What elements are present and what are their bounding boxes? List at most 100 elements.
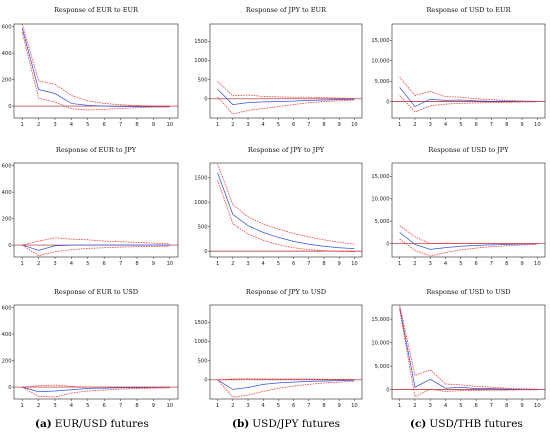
panel-9-xtick-label-7: 8 — [505, 403, 508, 409]
panel-8-xtick-label-8: 9 — [338, 403, 341, 409]
panel-3-xtick-label-2: 3 — [429, 122, 432, 128]
panel-5-ytick-label-3: 1500 — [194, 175, 207, 181]
panel-9-xtick-label-8: 9 — [520, 403, 523, 409]
panel-6-xtick-label-2: 3 — [429, 261, 432, 267]
panel-7-ytick-label-2: 400 — [2, 332, 12, 338]
panel-8-title: Response of JPY to USD — [246, 288, 326, 296]
panel-7-xtick-label-5: 6 — [103, 403, 106, 409]
panel-3-xtick-label-5: 6 — [474, 122, 477, 128]
panel-1-xtick-label-1: 2 — [37, 122, 40, 128]
panel-8-xtick-label-0: 1 — [216, 403, 219, 409]
panel-5-title: Response of JPY to JPY — [248, 146, 325, 154]
panel-4-ytick-label-1: 200 — [2, 216, 12, 222]
caption-c-letter: (c) — [410, 418, 426, 430]
panel-2-ytick-label-0: 0 — [204, 97, 207, 103]
panel-8-upper-band — [217, 378, 355, 381]
panel-3-xtick-label-9: 10 — [534, 122, 541, 128]
caption-a-text: EUR/USD futures — [55, 418, 149, 430]
panel-6-xtick-label-7: 8 — [505, 261, 508, 267]
panel-1-lower-band — [21, 31, 170, 111]
panel-1-xtick-label-8: 9 — [152, 122, 155, 128]
panel-5-ytick-label-1: 500 — [198, 224, 208, 230]
panel-3-lower-band — [399, 95, 538, 113]
panel-5-ytick-label-2: 1000 — [194, 200, 207, 206]
panel-1-xtick-label-4: 5 — [86, 122, 89, 128]
panel-6-xtick-label-4: 5 — [459, 261, 462, 267]
panel-7-upper-band — [22, 384, 170, 388]
panel-2-xtick-label-4: 5 — [277, 122, 280, 128]
panel-5-irf-line — [217, 172, 355, 250]
panel-2-xtick-label-2: 3 — [246, 122, 249, 128]
caption-a: (a) EUR/USD futures — [35, 418, 149, 430]
panel-3-xtick-label-7: 8 — [505, 122, 508, 128]
panel-7-irf-line — [22, 386, 170, 393]
panel-5-xtick-label-1: 2 — [231, 261, 234, 267]
panel-2: Response of JPY to EUR 0 500 1000 1500 1 2 3 4 5 6… — [194, 6, 363, 128]
panel-5-xtick-label-7: 8 — [322, 261, 325, 267]
panel-4-lower-band — [21, 244, 170, 257]
panel-6-frame — [391, 162, 546, 258]
panel-6-ytick-label-1: 5,000 — [375, 219, 390, 225]
panel-7-ytick-label-1: 200 — [2, 358, 12, 364]
panel-4-title: Response of EUR to JPY — [56, 146, 137, 154]
caption-c-text: USD/THB futures — [429, 418, 522, 430]
panel-6-irf-line — [399, 232, 538, 250]
panel-6: Response of USD to JPY 0 5,000 10,000 15,000… — [371, 146, 546, 267]
panel-9-ytick-label-0: 0 — [386, 387, 389, 393]
panel-1-ytick-label-1: 200 — [2, 77, 12, 83]
panel-6-ytick-label-2: 10,000 — [371, 197, 389, 203]
panel-4-xtick-label-2: 3 — [53, 261, 56, 267]
panel-2-ytick-label-1: 500 — [198, 77, 208, 83]
panel-6-xtick-label-1: 2 — [413, 261, 416, 267]
panel-8-xtick-label-1: 2 — [231, 403, 234, 409]
panel-9-ytick-label-3: 15,000 — [371, 317, 389, 323]
panel-1-xtick-label-7: 8 — [135, 122, 138, 128]
panel-2-frame — [209, 23, 363, 119]
panel-2-ytick-label-2: 1000 — [194, 58, 207, 64]
panel-5-xtick-label-2: 3 — [246, 261, 249, 267]
panel-1-xtick-label-2: 3 — [53, 122, 56, 128]
panel-5-xtick-label-5: 6 — [292, 261, 295, 267]
panel-6-xtick-label-0: 1 — [398, 261, 401, 267]
panel-9-xtick-label-2: 3 — [429, 403, 432, 409]
panel-2-xtick-label-5: 6 — [292, 122, 295, 128]
panel-7-xtick-label-6: 7 — [119, 403, 122, 409]
panel-1-xtick-label-0: 1 — [21, 122, 24, 128]
panel-2-xtick-label-3: 4 — [262, 122, 266, 128]
panel-3-xtick-label-3: 4 — [444, 122, 448, 128]
panel-1-title: Response of EUR to EUR — [54, 6, 139, 14]
panel-9-xtick-label-1: 2 — [413, 403, 416, 409]
panel-5: Response of JPY to JPY 0 500 1000 1500 1 2 3 4 5 6… — [194, 146, 363, 267]
panel-1-ytick-label-0: 0 — [8, 104, 11, 110]
panel-5-xtick-label-3: 4 — [262, 261, 266, 267]
panel-4-xtick-label-0: 1 — [21, 261, 24, 267]
panel-4-xtick-label-6: 7 — [119, 261, 122, 267]
panel-8-irf-line — [217, 379, 355, 390]
panel-2-title: Response of JPY to EUR — [246, 6, 327, 14]
panel-9-lower-band — [399, 309, 538, 398]
panel-7-xtick-label-2: 3 — [53, 403, 56, 409]
panel-9-xtick-label-6: 7 — [490, 403, 493, 409]
panel-6-ytick-label-3: 15,000 — [371, 174, 389, 180]
panel-8-lower-band — [217, 379, 355, 398]
panel-9-xtick-label-4: 5 — [459, 403, 462, 409]
panel-7-xtick-label-9: 10 — [166, 403, 173, 409]
panel-3-xtick-label-6: 7 — [490, 122, 493, 128]
panel-1-ytick-label-2: 400 — [2, 51, 12, 57]
panel-8-xtick-label-4: 5 — [277, 403, 280, 409]
panel-2-ytick-label-3: 1500 — [194, 39, 207, 45]
panel-8-xtick-label-6: 7 — [307, 403, 310, 409]
panel-9-upper-band — [399, 305, 538, 390]
panel-7-xtick-label-1: 2 — [37, 403, 40, 409]
panel-7-xtick-label-0: 1 — [21, 403, 24, 409]
panel-9-title: Response of USD to USD — [426, 288, 510, 296]
panel-4-xtick-label-1: 2 — [37, 261, 40, 267]
panel-4-ytick-label-3: 600 — [2, 163, 12, 169]
panel-6-lower-band — [399, 238, 538, 257]
panel-9-ytick-label-1: 5,000 — [375, 364, 390, 370]
panel-1-xtick-label-6: 7 — [119, 122, 122, 128]
panel-1-irf-line — [21, 27, 170, 108]
caption-a-letter: (a) — [35, 418, 52, 430]
panel-5-xtick-label-8: 9 — [338, 261, 341, 267]
panel-2-xtick-label-8: 9 — [338, 122, 341, 128]
